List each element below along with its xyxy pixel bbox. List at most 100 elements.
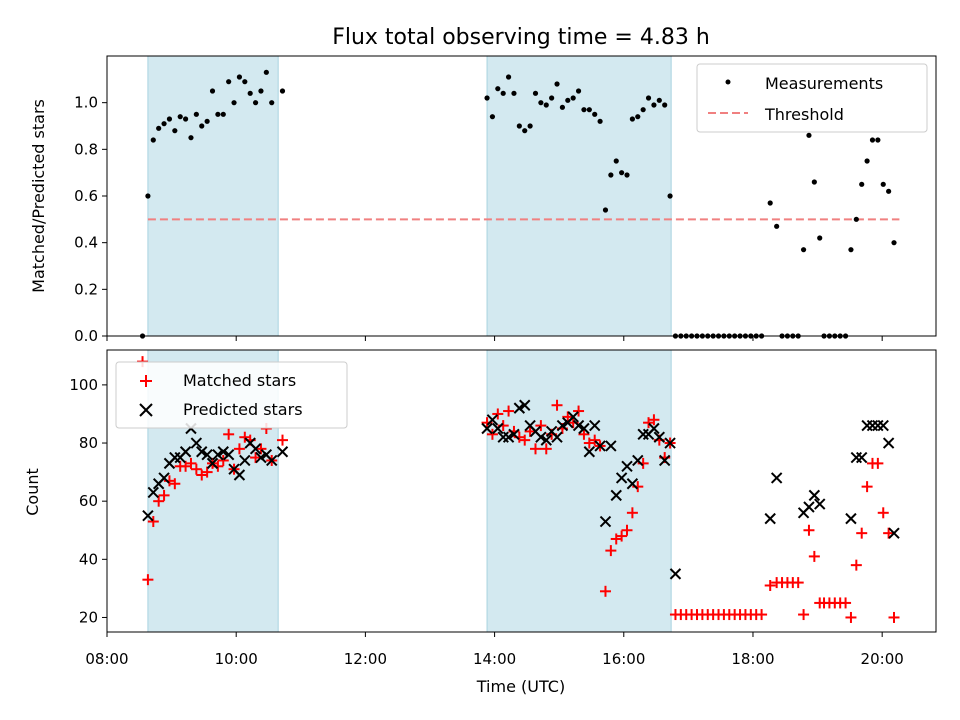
predicted-star-point	[266, 454, 278, 467]
predicted-star-point	[535, 431, 547, 443]
predicted-star-point	[206, 457, 219, 470]
predicted-star-point	[877, 419, 889, 432]
top-x-ticks	[106, 336, 883, 341]
bottom-y-axis-label: Count	[23, 468, 42, 516]
matched-star-point	[877, 507, 889, 519]
measurement-point	[252, 100, 259, 106]
predicted-star-point	[502, 431, 515, 443]
predicted-star-point	[255, 451, 267, 464]
y-tick-label: 0.8	[74, 140, 98, 158]
predicted-star-point	[610, 489, 622, 502]
top-legend-box	[696, 63, 928, 133]
measurement-point	[177, 114, 183, 120]
measurement-point	[150, 137, 156, 143]
predicted-star-point	[212, 448, 224, 461]
matched-star-point	[540, 443, 552, 455]
matched-star-point	[798, 609, 810, 621]
measurement-point	[651, 102, 657, 108]
matched-star-point	[888, 611, 900, 623]
predicted-star-point	[142, 510, 154, 522]
measurement-point	[489, 114, 496, 120]
predicted-star-point	[872, 419, 884, 432]
measurement-point	[220, 111, 226, 117]
measurement-point	[279, 88, 286, 94]
bottom-panel: 20 40 60 80 100 08:00 10:00 12:00 14:00 16:00 18:…	[23, 349, 937, 696]
matched-star-point	[872, 457, 884, 469]
measurement-point	[817, 235, 823, 241]
matched-star-point	[529, 443, 541, 455]
measurement-point	[161, 121, 167, 127]
measurement-point	[269, 100, 275, 106]
matched-star-point	[578, 428, 590, 440]
measurement-point	[565, 97, 571, 103]
measurement-point	[215, 111, 221, 117]
measurement-point	[848, 247, 854, 253]
measurement-point	[231, 100, 237, 106]
measurement-point	[236, 74, 243, 80]
measurement-point	[608, 172, 614, 178]
measurement-point	[522, 128, 528, 134]
measurement-point	[559, 104, 566, 110]
predicted-star-point	[664, 437, 676, 449]
measurement-point	[500, 90, 506, 96]
x-tick-label: 16:00	[602, 650, 645, 668]
predicted-star-point	[648, 422, 660, 435]
measurement-point	[602, 207, 609, 213]
predicted-star-point	[589, 419, 601, 432]
measurement-point	[619, 170, 625, 176]
measurement-point	[575, 88, 582, 94]
legend-marker-predicted	[139, 403, 153, 417]
predicted-star-point	[594, 440, 606, 452]
predicted-star-point	[653, 431, 666, 443]
matched-star-point	[535, 420, 547, 432]
matched-star-point	[147, 516, 159, 528]
measurement-point	[242, 79, 248, 85]
matched-star-point	[883, 527, 895, 539]
predicted-star-point	[158, 472, 170, 484]
predicted-star-point	[217, 446, 229, 458]
predicted-star-point	[540, 434, 552, 446]
matched-star-point	[845, 611, 857, 623]
matched-star-point	[856, 527, 868, 539]
matched-star-point	[562, 411, 574, 423]
bottom-legend: Matched stars Predicted stars	[115, 361, 348, 429]
matched-star-point	[250, 452, 262, 464]
measurement-point	[629, 116, 635, 122]
matched-star-point	[589, 434, 601, 446]
measurement-point	[258, 88, 264, 94]
matched-star-point	[169, 478, 181, 490]
predicted-star-point	[845, 512, 857, 525]
measurement-point	[806, 132, 812, 138]
measurement-point	[767, 200, 773, 206]
measurement-point	[166, 116, 173, 122]
matched-star-point	[255, 443, 267, 455]
y-tick-label: 60	[79, 492, 98, 510]
measurement-point	[586, 107, 592, 113]
predicted-star-point	[764, 512, 776, 525]
x-axis-label: Time (UTC)	[476, 677, 565, 696]
legend-label-measurements: Measurements	[765, 74, 883, 93]
y-tick-label: 0.4	[74, 234, 98, 252]
y-tick-label: 0.0	[74, 327, 98, 345]
predicted-star-point	[861, 419, 873, 432]
y-tick-label: 20	[79, 608, 98, 626]
predicted-star-point	[770, 472, 783, 484]
predicted-star-point	[190, 437, 203, 449]
measurement-point	[538, 100, 544, 106]
y-tick-label: 1.0	[74, 94, 98, 112]
measurement-point	[505, 74, 512, 80]
matched-star-point	[503, 405, 515, 417]
measurement-point	[875, 137, 881, 143]
measurement-point	[204, 118, 210, 124]
predicted-star-point	[179, 446, 192, 458]
matched-star-point	[276, 434, 288, 446]
predicted-star-point	[888, 527, 900, 539]
predicted-star-point	[147, 486, 160, 499]
measurement-point	[864, 158, 870, 164]
shaded-interval	[486, 349, 672, 633]
measurement-point	[880, 181, 886, 187]
predicted-star-point	[233, 469, 246, 481]
measurement-point	[495, 86, 501, 92]
matched-star-point	[616, 530, 628, 542]
predicted-star-point	[669, 568, 682, 580]
